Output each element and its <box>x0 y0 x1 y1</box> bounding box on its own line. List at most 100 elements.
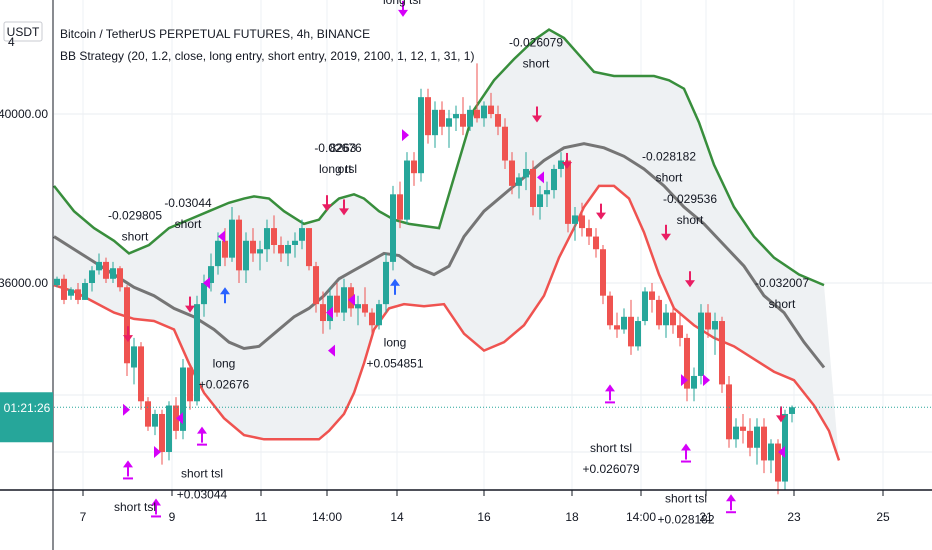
candle-body <box>285 245 291 254</box>
trade-annotation-line: +0.02676 <box>199 378 250 392</box>
x-tick-label: 9 <box>169 510 176 524</box>
trade-annotation-line: short <box>175 217 202 231</box>
trade-annotation: -0.02676 long tsl <box>314 141 362 176</box>
trade-annotation-line: short <box>769 297 796 311</box>
candle-body <box>411 160 417 174</box>
candle-body <box>264 228 270 250</box>
upper-band-line <box>53 28 825 287</box>
candle-body <box>691 375 697 389</box>
candle-body <box>173 405 179 431</box>
trade-annotation: short tsl +0.028182 <box>657 492 714 527</box>
signal-arrow-head <box>339 208 349 216</box>
candle-body <box>516 177 522 186</box>
candle-body <box>460 114 466 127</box>
candle-body <box>187 367 193 402</box>
candle-body <box>201 283 207 305</box>
signal-arrow-head <box>123 460 133 468</box>
signal-markers <box>123 0 786 518</box>
trade-annotation-line: long tsl <box>383 0 421 7</box>
exit-flag-marker <box>402 129 409 142</box>
candle-body <box>705 312 711 330</box>
trade-annotation-line: +0.028182 <box>657 513 714 527</box>
symbol-title: Bitcoin / TetherUS PERPETUAL FUTURES, 4h… <box>60 27 370 41</box>
candle-body <box>586 228 592 237</box>
candle-body <box>572 215 578 224</box>
candle-body <box>257 249 263 254</box>
trade-annotation: -0.029536 short <box>663 192 717 227</box>
exit-flag-marker <box>326 306 333 319</box>
candle-body <box>558 160 564 169</box>
trade-annotation-line: -0.029536 <box>663 192 717 206</box>
candle-body <box>110 268 116 279</box>
trade-annotation-line: short <box>677 213 704 227</box>
band-fill <box>54 29 839 461</box>
candle-body <box>54 278 60 286</box>
candle-body <box>733 426 739 440</box>
signal-arrow-head <box>726 494 736 502</box>
trade-annotation: -0.032007 short <box>755 276 809 311</box>
candle-body <box>565 160 571 224</box>
exit-flag-marker <box>176 412 183 425</box>
signal-arrow-head <box>605 384 615 392</box>
candle-body <box>82 283 88 300</box>
trade-annotation: long +0.054851 <box>366 335 423 370</box>
candle-body <box>488 105 494 115</box>
candle-body <box>236 219 242 271</box>
x-tick-label: 14:00 <box>312 510 342 524</box>
exit-flag-marker <box>123 403 130 416</box>
x-tick-label: 25 <box>876 510 890 524</box>
candle-body <box>334 295 340 313</box>
candle-body <box>138 346 144 402</box>
candle-body <box>341 287 347 313</box>
candle-body <box>712 321 718 330</box>
candle-body <box>789 407 795 414</box>
candle-body <box>369 312 375 326</box>
trade-annotation-line: -0.029805 <box>108 209 162 223</box>
candle-body <box>614 325 620 330</box>
signal-arrow-head <box>562 161 572 169</box>
candle-body <box>677 325 683 338</box>
candle-body <box>292 240 298 245</box>
trade-annotations: -0.029805 short -0.03044 short -0.02676 long … <box>108 0 809 527</box>
candle-body <box>446 118 452 127</box>
candle-body <box>313 266 319 305</box>
candle-body <box>649 291 655 300</box>
candle-body <box>117 268 123 288</box>
trade-annotation: -0.026588long tsl <box>375 0 429 7</box>
trade-annotation: long +0.02676 <box>199 357 250 392</box>
candle-body <box>495 114 501 127</box>
x-tick-label: 11 <box>255 510 268 524</box>
trade-annotation-line: 8263 <box>330 141 357 155</box>
candle-body <box>75 289 81 300</box>
candle-body <box>768 443 774 461</box>
clipped-axis-label: 4 <box>8 35 15 49</box>
indicator-legend[interactable]: BB Strategy (20, 1.2, close, long entry,… <box>60 49 474 63</box>
candle-body <box>166 405 172 452</box>
candle-body <box>642 291 648 322</box>
candle-body <box>271 228 277 245</box>
signal-arrow-head <box>532 115 542 123</box>
signal-arrow-head <box>151 498 161 506</box>
trade-annotation-line: -0.028182 <box>642 150 696 164</box>
trade-annotation-line: long <box>384 335 407 349</box>
x-tick-label: 14:00 <box>626 510 656 524</box>
candle-body <box>61 278 67 300</box>
candle-body <box>222 240 228 258</box>
currency-badge[interactable] <box>3 21 43 42</box>
trade-annotation: -0.03044 short <box>164 196 212 231</box>
trade-annotation-line: short <box>656 171 683 185</box>
exit-flag-marker <box>778 445 785 458</box>
trade-annotation-line: -0.03044 <box>164 196 212 210</box>
signal-arrow-head <box>776 415 786 423</box>
x-tick-label: 23 <box>787 510 801 524</box>
candles[interactable] <box>54 63 795 495</box>
signal-arrow-head <box>685 280 695 288</box>
candle-body <box>698 312 704 376</box>
signal-arrow-head <box>185 305 195 313</box>
candle-body <box>96 261 102 271</box>
candle-body <box>509 160 515 186</box>
candle-body <box>229 219 235 258</box>
candle-body <box>775 443 781 482</box>
trade-annotation-line: short <box>523 56 550 70</box>
